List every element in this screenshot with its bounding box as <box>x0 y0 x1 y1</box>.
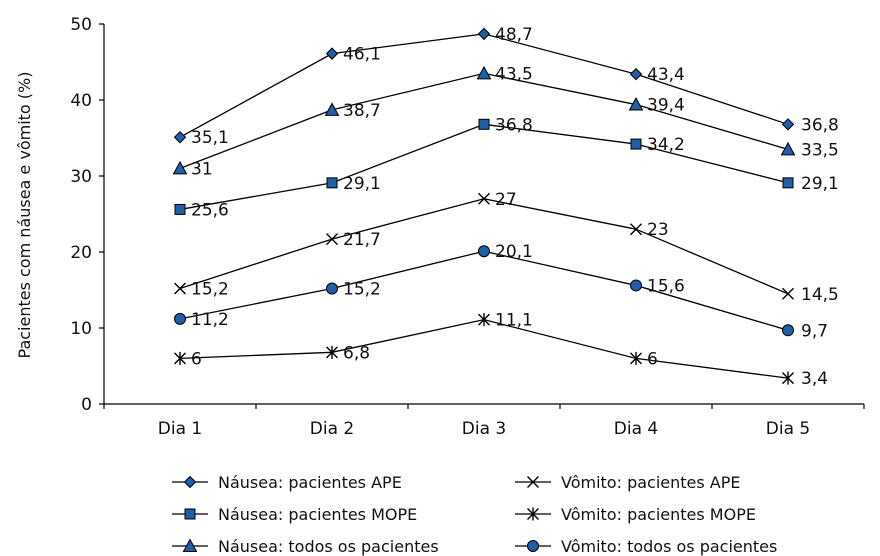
y-tick-label: 20 <box>70 243 92 263</box>
data-labels: 35,1 46,1 48,7 43,4 36,8 25,6 29,1 36,8 34,2 29,1… <box>191 25 839 389</box>
data-point <box>326 233 338 246</box>
series-lines <box>179 33 789 379</box>
y-tick-label: 30 <box>70 167 92 187</box>
data-label: 21,7 <box>343 230 381 250</box>
data-label: 9,7 <box>801 321 828 341</box>
data-label: 43,5 <box>495 64 533 84</box>
data-point <box>780 141 796 156</box>
legend: Náusea: pacientes APE Náusea: pacientes M… <box>172 473 777 556</box>
data-label: 6 <box>647 349 658 369</box>
series-line <box>179 123 789 211</box>
data-label: 11,2 <box>191 310 229 330</box>
data-label: 35,1 <box>191 128 229 148</box>
legend-label: Vômito: pacientes APE <box>561 473 741 492</box>
data-point <box>629 67 643 81</box>
data-label: 36,8 <box>495 115 533 135</box>
legend-label: Náusea: pacientes MOPE <box>218 505 417 524</box>
data-point <box>782 324 794 337</box>
data-point <box>172 160 188 175</box>
data-point <box>326 177 338 189</box>
data-point <box>628 97 644 111</box>
data-label: 33,5 <box>801 140 839 160</box>
data-point <box>630 138 642 150</box>
data-label: 48,7 <box>495 25 533 45</box>
legend-marker <box>182 538 198 552</box>
legend-marker <box>184 508 196 520</box>
data-label: 34,2 <box>647 135 685 155</box>
data-label: 39,4 <box>647 96 685 116</box>
legend-marker <box>527 540 539 552</box>
data-point <box>478 245 490 258</box>
data-point <box>174 351 186 365</box>
data-label: 25,6 <box>191 200 229 220</box>
data-label: 46,1 <box>343 45 381 65</box>
y-tick-label: 50 <box>70 15 92 35</box>
y-tick-label: 40 <box>70 91 92 111</box>
data-point <box>173 131 187 144</box>
data-label: 6 <box>191 349 202 369</box>
data-point <box>630 351 642 365</box>
data-point <box>477 27 491 41</box>
x-tick-label: Dia 3 <box>462 419 506 439</box>
data-label: 15,2 <box>343 279 381 299</box>
data-label: 29,1 <box>801 174 839 194</box>
legend-marker <box>527 476 539 488</box>
data-point <box>174 282 186 295</box>
series-line <box>179 318 789 379</box>
data-point <box>630 279 642 292</box>
data-point <box>478 192 490 205</box>
data-label: 29,1 <box>343 174 381 194</box>
data-point <box>630 223 642 236</box>
data-point <box>782 177 794 189</box>
x-tick-label: Dia 2 <box>310 419 354 439</box>
legend-label: Vômito: todos os pacientes <box>561 537 777 556</box>
legend-marker <box>183 475 197 489</box>
data-label: 27 <box>495 190 517 210</box>
data-point <box>326 345 338 359</box>
legend-label: Náusea: todos os pacientes <box>218 537 439 556</box>
data-point <box>478 118 490 130</box>
x-tick-label: Dia 4 <box>614 419 658 439</box>
data-label: 15,6 <box>647 276 685 296</box>
data-point <box>174 312 186 325</box>
data-point <box>476 65 492 80</box>
y-axis-label: Pacientes com náusea e vômito (%) <box>15 72 34 359</box>
data-point <box>325 47 339 60</box>
data-label: 14,5 <box>801 285 839 305</box>
data-label: 3,4 <box>801 369 828 389</box>
y-tick-label: 0 <box>81 395 92 415</box>
axes: 0 10 20 30 40 50 Dia 1 Dia 2 Dia 3 Dia 4 Dia 5 <box>70 15 865 439</box>
data-point <box>782 371 794 385</box>
data-label: 31 <box>191 159 213 179</box>
x-tick-label: Dia 5 <box>766 419 810 439</box>
data-label: 36,8 <box>801 115 839 135</box>
data-label: 20,1 <box>495 242 533 262</box>
data-label: 38,7 <box>343 101 381 121</box>
y-tick-label: 10 <box>70 319 92 339</box>
data-label: 15,2 <box>191 279 229 299</box>
data-point <box>781 118 795 131</box>
series-markers <box>172 27 796 385</box>
legend-label: Náusea: pacientes APE <box>218 473 402 492</box>
legend-marker <box>527 507 539 521</box>
data-point <box>324 102 340 116</box>
data-point <box>782 287 794 300</box>
data-label: 11,1 <box>495 311 533 331</box>
data-label: 6,8 <box>343 343 370 363</box>
data-label: 23 <box>647 220 669 240</box>
legend-label: Vômito: pacientes MOPE <box>561 505 756 524</box>
x-tick-label: Dia 1 <box>158 419 202 439</box>
data-point <box>174 203 186 215</box>
data-point <box>326 282 338 295</box>
data-label: 43,4 <box>647 65 685 85</box>
data-point <box>478 313 490 327</box>
